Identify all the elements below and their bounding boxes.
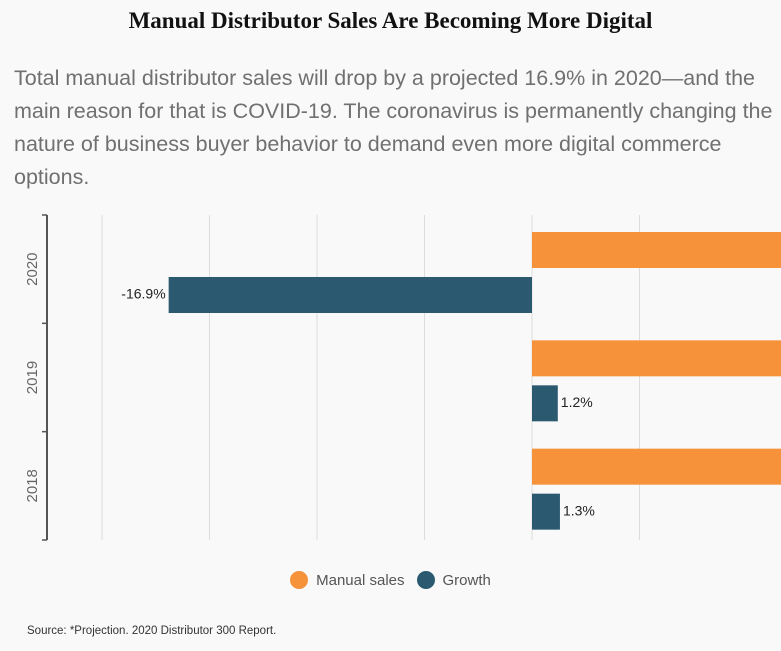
source-note: Source: *Projection. 2020 Distributor 30… <box>27 625 277 637</box>
legend-label-manual-sales: Manual sales <box>316 571 405 589</box>
bar-chart: 2020$2.99 trillion-16.9%2019$3.60 trilli… <box>24 214 781 541</box>
chart-subtitle: Total manual distributor sales will drop… <box>14 66 773 189</box>
bar-manual-sales-2018 <box>532 448 781 485</box>
legend-item-manual-sales[interactable]: Manual sales <box>290 571 405 589</box>
data-label-growth-2019: 1.2% <box>561 394 593 410</box>
legend-swatch-growth <box>416 571 435 589</box>
chart-title: Manual Distributor Sales Are Becoming Mo… <box>128 8 653 33</box>
bar-growth-2019 <box>532 385 558 422</box>
y-tick-label-2020: 2020 <box>24 252 41 285</box>
y-tick-label-2018: 2018 <box>24 469 41 502</box>
legend-item-growth[interactable]: Growth <box>416 571 491 589</box>
data-label-growth-2020: -16.9% <box>121 286 165 302</box>
data-label-growth-2018: 1.3% <box>563 502 595 518</box>
bar-growth-2020 <box>168 277 532 313</box>
legend-label-growth: Growth <box>442 571 491 589</box>
bar-growth-2018 <box>532 493 560 530</box>
bar-manual-sales-2019 <box>532 340 781 377</box>
legend-swatch-manual-sales <box>290 571 309 589</box>
y-tick-label-2019: 2019 <box>24 361 41 394</box>
bar-manual-sales-2020 <box>532 232 781 268</box>
chart-legend: Manual sales Growth <box>0 571 781 589</box>
